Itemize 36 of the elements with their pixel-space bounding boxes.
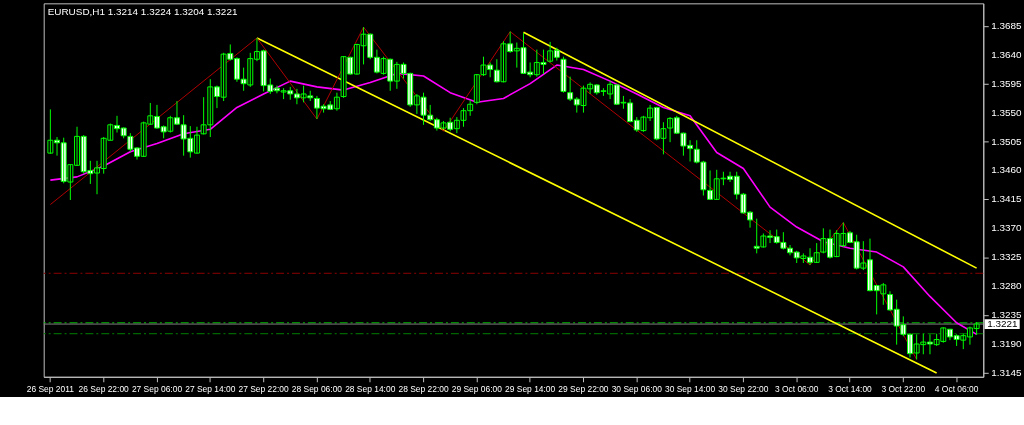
x-tick-label: 30 Sep 22:00 bbox=[718, 384, 769, 395]
line-series bbox=[49, 26, 918, 360]
x-tick-label: 28 Sep 14:00 bbox=[345, 384, 396, 395]
x-tick-label: 3 Oct 14:00 bbox=[828, 384, 873, 395]
x-tick-label: 29 Sep 14:00 bbox=[505, 384, 556, 395]
y-tick-label: 1.3325 bbox=[991, 251, 1023, 263]
candlestick bbox=[560, 56, 567, 94]
x-tick-label: 26 Sep 2011 bbox=[26, 384, 75, 395]
x-tick-label: 26 Sep 22:00 bbox=[78, 384, 130, 395]
y-tick-label: 1.3460 bbox=[991, 164, 1023, 176]
y-tick-label: 1.3550 bbox=[991, 106, 1023, 118]
y-tick-label: 1.3685 bbox=[991, 19, 1023, 31]
x-tick-label: 28 Sep 06:00 bbox=[291, 384, 343, 395]
y-tick-label: 1.3595 bbox=[991, 77, 1023, 89]
ref-line-label: 1.3221 bbox=[987, 318, 1019, 330]
x-tick-label: 28 Sep 22:00 bbox=[398, 384, 449, 395]
y-tick-label: 1.3280 bbox=[991, 280, 1023, 292]
line-series bbox=[49, 64, 978, 336]
x-tick-label: 29 Sep 22:00 bbox=[558, 384, 609, 395]
y-tick-label: 1.3235 bbox=[991, 309, 1023, 321]
chart-title: EURUSD,H1 1.3214 1.3224 1.3204 1.3221 bbox=[47, 6, 238, 18]
x-tick-label: 27 Sep 14:00 bbox=[185, 384, 236, 395]
x-tick-label: 4 Oct 06:00 bbox=[934, 384, 979, 395]
x-tick-label: 27 Sep 22:00 bbox=[238, 384, 290, 395]
x-tick-label: 3 Oct 22:00 bbox=[881, 384, 926, 395]
y-tick-label: 1.3370 bbox=[991, 222, 1023, 234]
y-tick-label: 1.3505 bbox=[991, 135, 1023, 147]
x-tick-label: 29 Sep 06:00 bbox=[451, 384, 503, 395]
x-tick-label: 30 Sep 14:00 bbox=[664, 384, 716, 395]
x-tick-label: 30 Sep 06:00 bbox=[611, 384, 663, 395]
y-tick-label: 1.3415 bbox=[991, 193, 1023, 205]
y-tick-label: 1.3190 bbox=[991, 337, 1023, 349]
x-tick-label: 27 Sep 06:00 bbox=[131, 384, 183, 395]
y-tick-label: 1.3145 bbox=[991, 366, 1023, 378]
y-tick-label: 1.3640 bbox=[991, 48, 1023, 60]
x-tick-label: 3 Oct 06:00 bbox=[774, 384, 819, 395]
